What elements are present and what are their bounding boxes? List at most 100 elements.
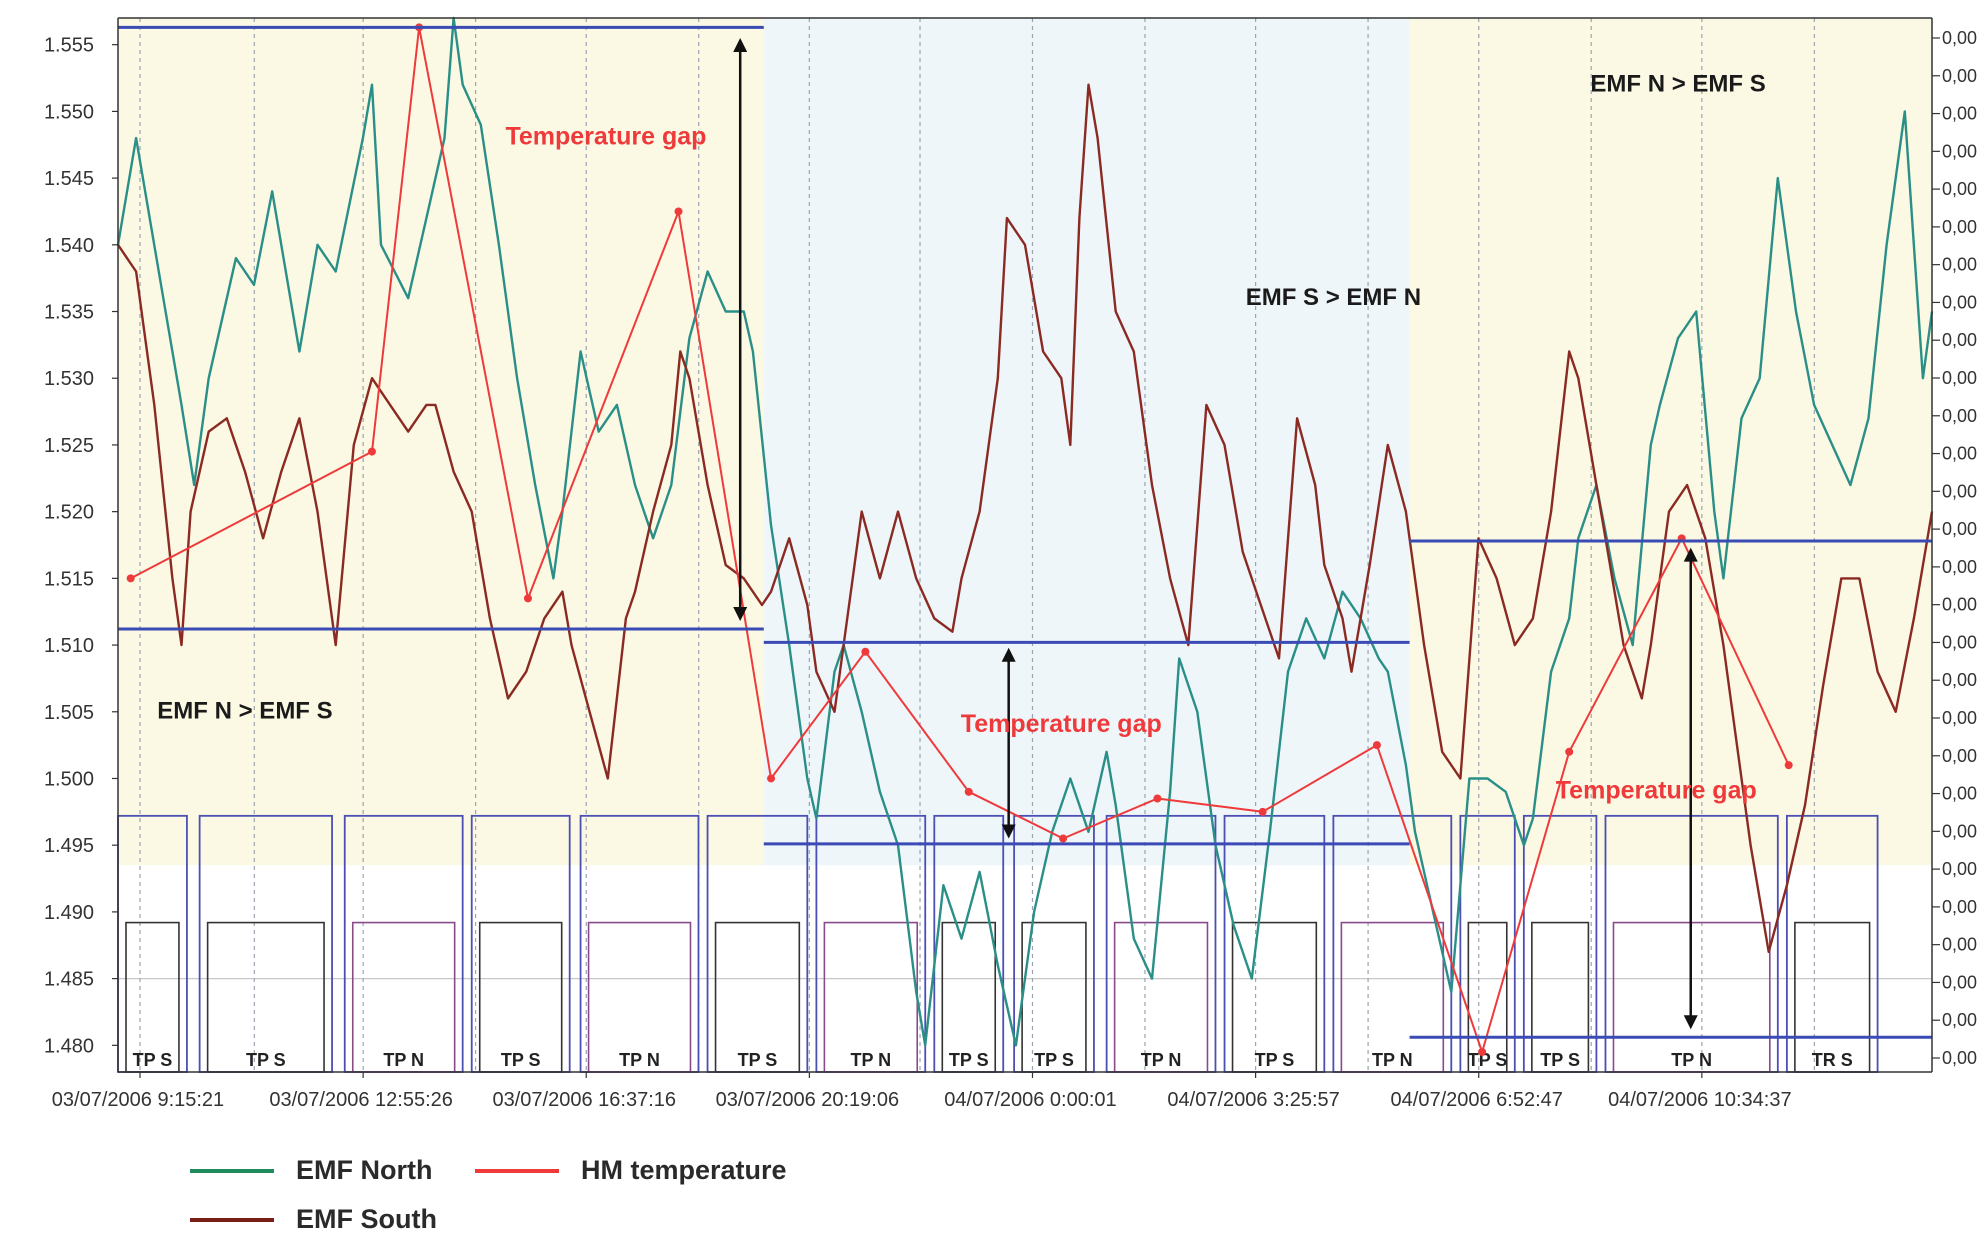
hm-temperature-point-4: [674, 207, 683, 216]
series-line-emf-north: [116, 16, 1934, 1047]
y-right-tick-label-23: 0,00: [1942, 897, 1977, 917]
x-tick-label-7: 04/07/2006 10:34:37: [1608, 1089, 1792, 1111]
x-tick-label-2: 03/07/2006 16:37:16: [492, 1089, 676, 1111]
y-right-tick-label-16: 0,00: [1942, 632, 1977, 652]
tap-period-label-11: TP N: [1372, 1050, 1413, 1070]
gap-arrow-head-bottom-0: [733, 607, 748, 622]
tap-period-label-2: TP N: [383, 1050, 424, 1070]
x-tick-label-0: 03/07/2006 9:15:21: [52, 1089, 224, 1111]
hm-temperature-point-15: [1784, 761, 1793, 770]
hm-temperature-point-12: [1478, 1047, 1487, 1056]
y-right-tick-label-22: 0,00: [1942, 859, 1977, 879]
hm-temperature-point-10: [1258, 807, 1267, 816]
x-tick-label-5: 04/07/2006 3:25:57: [1167, 1089, 1339, 1111]
y-left-tick-label-7: 1.520: [44, 502, 94, 524]
tap-period-label-8: TP S: [1034, 1050, 1074, 1070]
legend-label-emf-north: EMF North: [296, 1155, 433, 1185]
y-right-tick-label-20: 0,00: [1942, 784, 1977, 804]
y-right-tick-label-5: 0,00: [1942, 217, 1977, 237]
axes: 1.555 1.550 1.545 1.540 1.535 1.530 1.525 1.520…: [44, 17, 1977, 1111]
y-right-tick-label-18: 0,00: [1942, 708, 1977, 728]
y-left-tick-label-14: 1.485: [44, 969, 94, 991]
series-line-emf-south: [117, 83, 1934, 954]
gap-arrow-head-top-0: [733, 38, 748, 53]
gap-arrow-head-top-2: [1683, 547, 1698, 562]
y-right-tick-label-8: 0,00: [1942, 330, 1977, 350]
y-right-tick-label-2: 0,00: [1942, 104, 1977, 124]
region-background-2: [1409, 18, 1932, 866]
y-right-tick-label-12: 0,00: [1942, 481, 1977, 501]
y-right-tick-label-14: 0,00: [1942, 557, 1977, 577]
region-label-0: EMF N > EMF S: [157, 697, 332, 724]
region-backgrounds: [118, 18, 1932, 866]
tap-period-label-4: TP N: [619, 1050, 660, 1070]
y-left-tick-label-5: 1.530: [44, 368, 94, 390]
y-right-tick-label-24: 0,00: [1942, 935, 1977, 955]
y-left-tick-label-2: 1.545: [44, 168, 94, 190]
hm-temperature-point-8: [1059, 834, 1068, 843]
tap-period-label-1: TP S: [246, 1050, 286, 1070]
y-left-tick-label-4: 1.535: [44, 302, 94, 324]
y-left-tick-label-0: 1.555: [44, 35, 94, 57]
legend-swatch-emf-south: [190, 1217, 274, 1222]
y-left-tick-label-6: 1.525: [44, 435, 94, 457]
hm-temperature-point-11: [1372, 741, 1381, 750]
legend: EMF North HM temperature EMF South: [190, 1150, 890, 1240]
temperature-gap-label-2: Temperature gap: [1556, 776, 1757, 804]
y-left-tick-label-3: 1.540: [44, 235, 94, 257]
hm-temperature-point-5: [767, 774, 776, 783]
tap-period-label-15: TR S: [1812, 1050, 1853, 1070]
x-tick-label-4: 04/07/2006 0:00:01: [944, 1089, 1116, 1111]
annotations: Temperature gap Temperature gap Temperatur…: [157, 70, 1765, 804]
hm-temperature-point-7: [964, 787, 973, 796]
y-right-tick-label-13: 0,00: [1942, 519, 1977, 539]
y-left-tick-label-8: 1.515: [44, 568, 94, 590]
hm-temperature-point-6: [861, 647, 870, 656]
hm-temperature-point-1: [367, 447, 376, 456]
y-right-tick-label-3: 0,00: [1942, 141, 1977, 161]
y-right-tick-label-10: 0,00: [1942, 406, 1977, 426]
legend-item-emf-north: EMF North: [190, 1155, 432, 1186]
tap-period-label-5: TP S: [738, 1050, 778, 1070]
tap-period-label-3: TP S: [501, 1050, 541, 1070]
hm-temperature-point-3: [523, 594, 532, 603]
hm-temperature-point-0: [126, 574, 135, 583]
gap-arrow-head-bottom-2: [1683, 1015, 1698, 1030]
y-left-tick-label-15: 1.480: [44, 1035, 94, 1057]
series-line-hm-temperature: [130, 26, 1790, 1053]
tap-period-label-12: TP S: [1468, 1050, 1508, 1070]
tap-period-label-10: TP S: [1255, 1050, 1295, 1070]
y-right-tick-label-7: 0,00: [1942, 292, 1977, 312]
legend-item-emf-south: EMF South: [190, 1204, 437, 1235]
temperature-gap-label-0: Temperature gap: [505, 123, 706, 151]
y-left-tick-label-10: 1.505: [44, 702, 94, 724]
gap-arrow-head-top-1: [1001, 647, 1016, 662]
legend-label-hm-temperature: HM temperature: [581, 1155, 787, 1185]
y-left-tick-label-13: 1.490: [44, 902, 94, 924]
y-right-tick-label-4: 0,00: [1942, 179, 1977, 199]
y-left-tick-label-1: 1.550: [44, 101, 94, 123]
y-right-tick-label-21: 0,00: [1942, 821, 1977, 841]
y-right-tick-label-15: 0,00: [1942, 595, 1977, 615]
legend-label-emf-south: EMF South: [296, 1204, 437, 1234]
y-right-tick-label-9: 0,00: [1942, 368, 1977, 388]
tap-period-label-6: TP N: [850, 1050, 891, 1070]
y-right-tick-label-17: 0,00: [1942, 670, 1977, 690]
data-series: [116, 16, 1934, 1056]
region-background-1: [763, 18, 1410, 866]
y-right-tick-label-19: 0,00: [1942, 746, 1977, 766]
region-label-2: EMF N > EMF S: [1590, 70, 1765, 97]
region-label-1: EMF S > EMF N: [1246, 284, 1421, 311]
hm-temperature-point-9: [1153, 794, 1162, 803]
x-tick-label-3: 03/07/2006 20:19:06: [716, 1089, 900, 1111]
legend-swatch-hm-temperature: [475, 1168, 559, 1173]
y-right-tick-label-6: 0,00: [1942, 255, 1977, 275]
y-left-tick-label-12: 1.495: [44, 835, 94, 857]
y-left-tick-label-9: 1.510: [44, 635, 94, 657]
tap-period-label-0: TP S: [133, 1050, 173, 1070]
y-right-tick-label-1: 0,00: [1942, 66, 1977, 86]
gap-arrow-head-bottom-1: [1001, 824, 1016, 839]
y-left-tick-label-11: 1.500: [44, 768, 94, 790]
y-right-tick-label-11: 0,00: [1942, 444, 1977, 464]
